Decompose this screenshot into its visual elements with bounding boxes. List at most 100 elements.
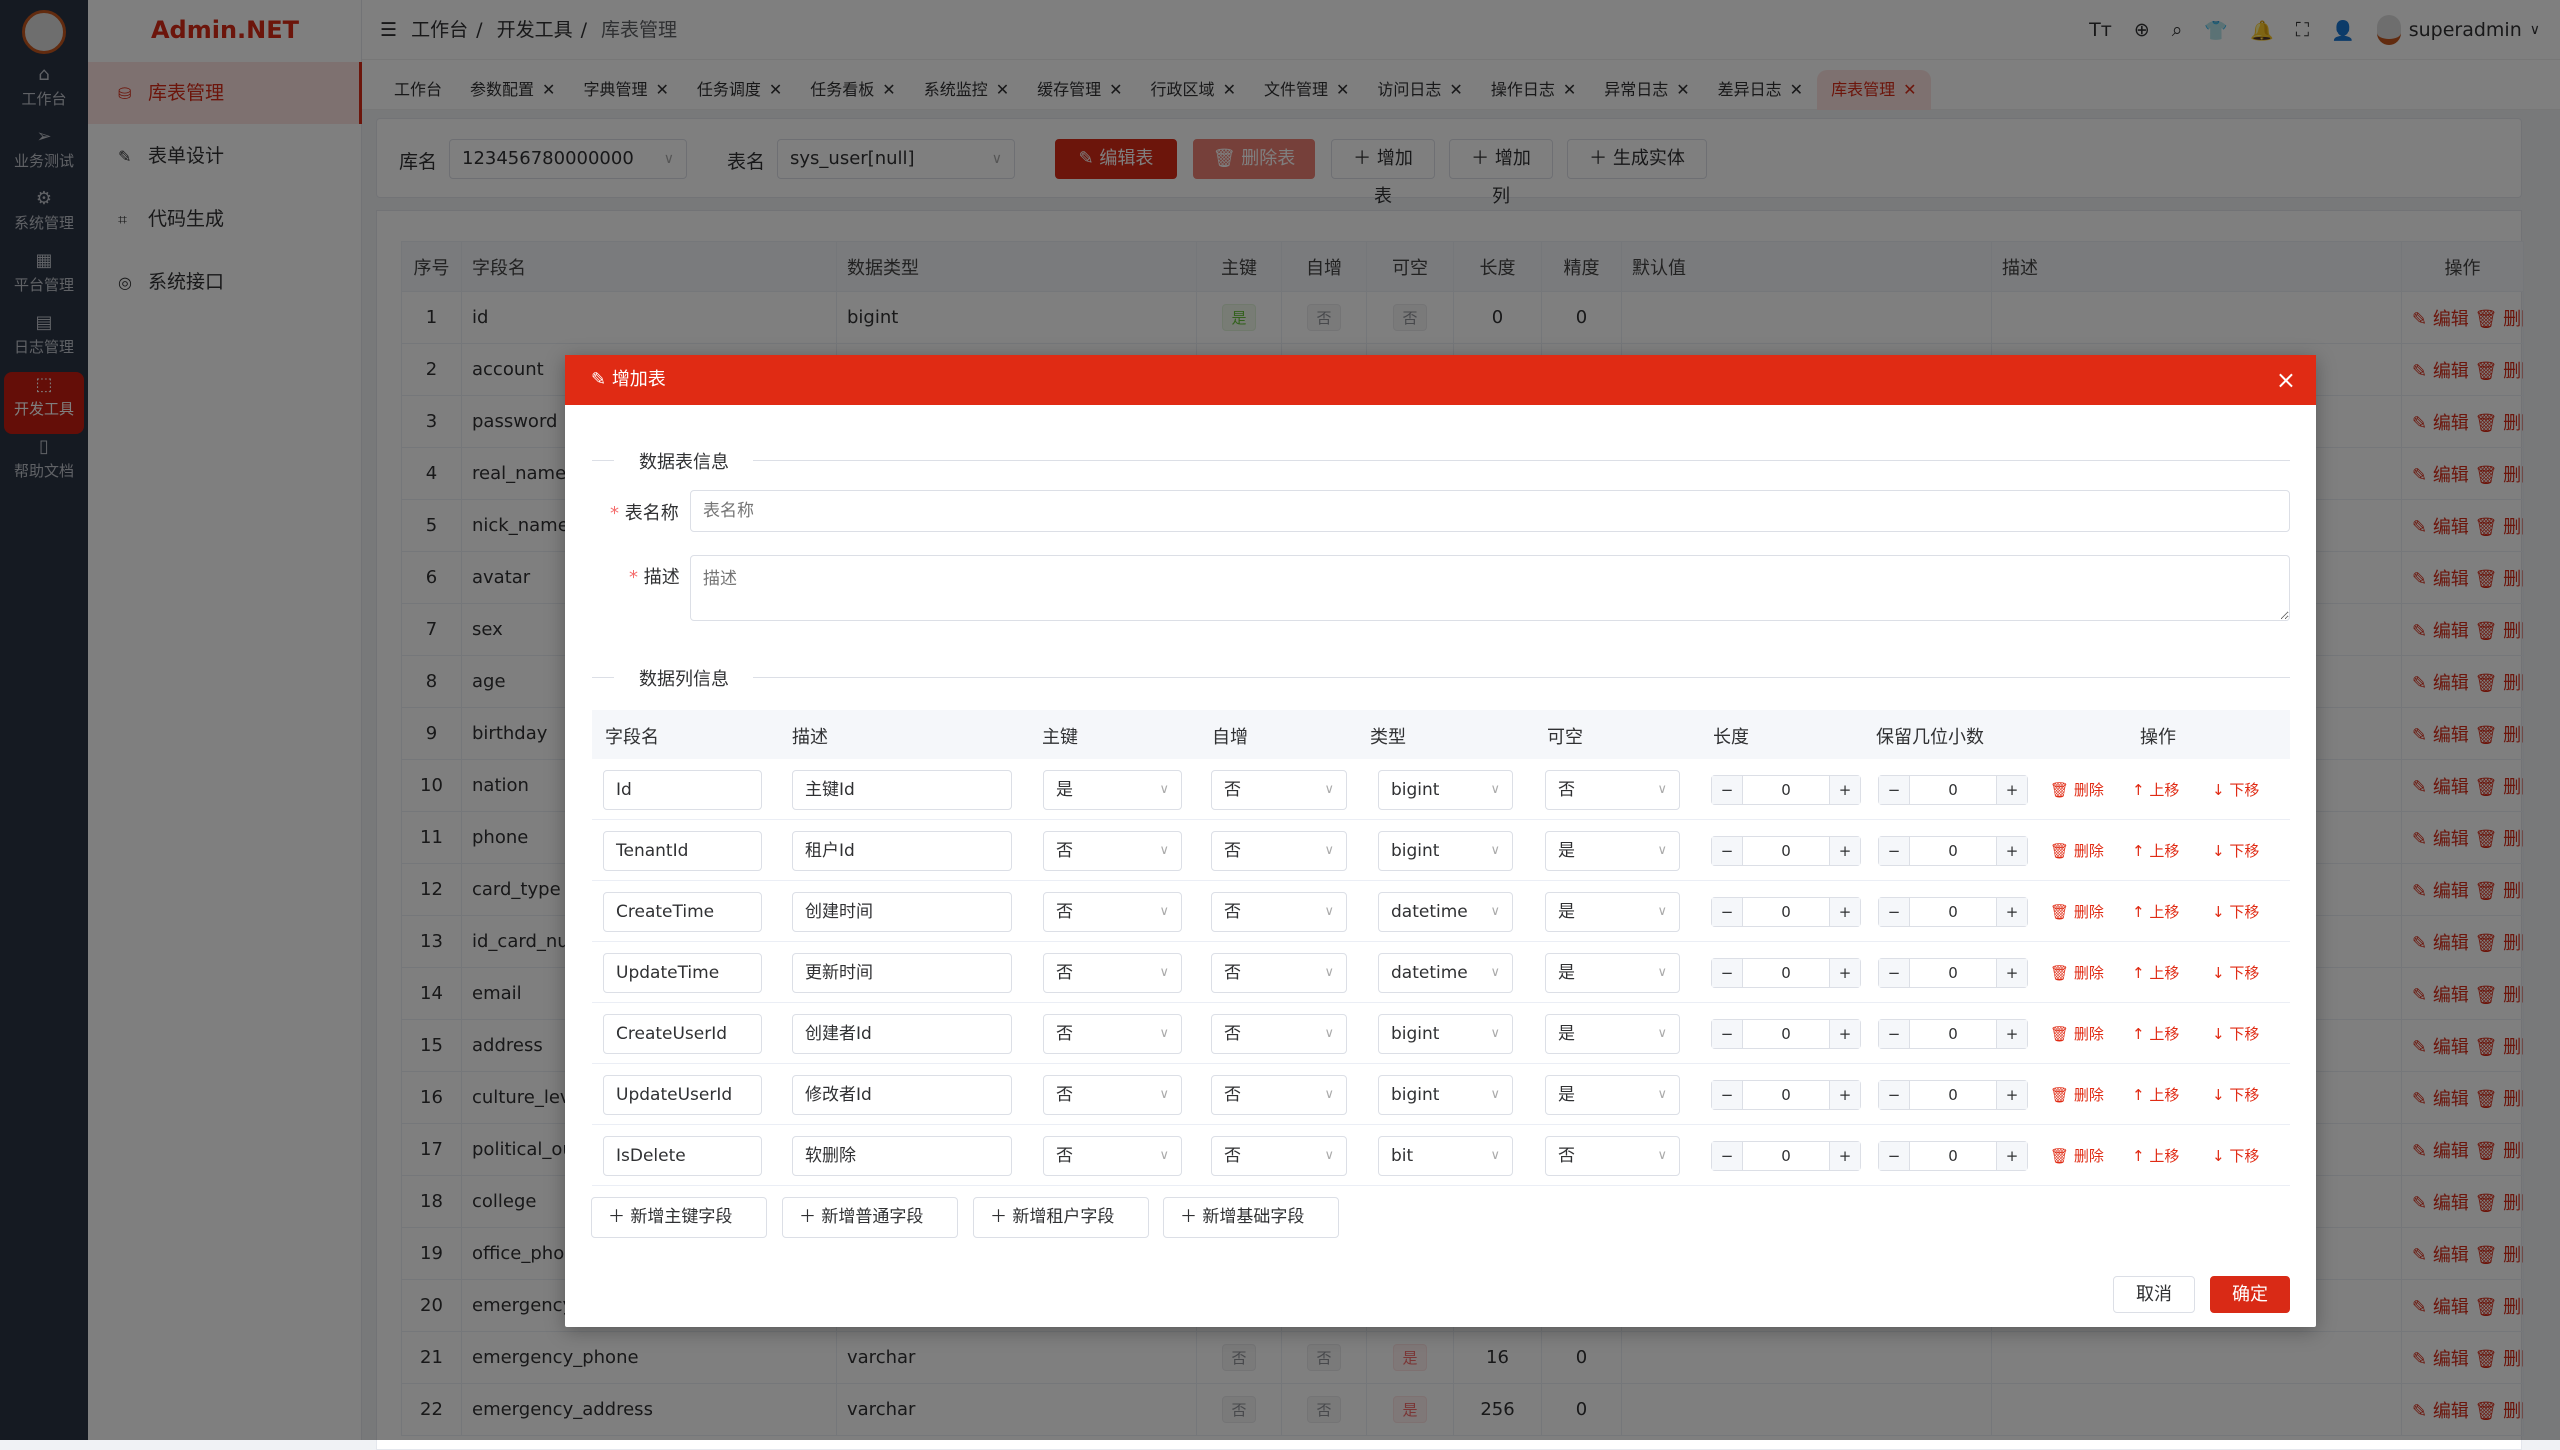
primary-key-select[interactable]: 否 ∨ (1043, 1014, 1182, 1054)
delete-row-button[interactable]: 🗑 删除 (2050, 1080, 2104, 1110)
primary-key-select[interactable]: 否 ∨ (1043, 1136, 1182, 1176)
plus-icon[interactable]: + (1829, 1081, 1860, 1109)
nullable-select[interactable]: 是 ∨ (1545, 831, 1680, 871)
stepper-value[interactable]: 0 (1781, 1147, 1791, 1165)
plus-icon[interactable]: + (1829, 1020, 1860, 1048)
stepper-value[interactable]: 0 (1781, 903, 1791, 921)
primary-key-select[interactable]: 否 ∨ (1043, 892, 1182, 932)
stepper-value[interactable]: 0 (1948, 964, 1958, 982)
desc-textarea[interactable] (690, 555, 2290, 621)
stepper-value[interactable]: 0 (1948, 781, 1958, 799)
plus-icon[interactable]: + (1996, 1020, 2027, 1048)
move-up-button[interactable]: ↑ 上移 (2132, 1080, 2179, 1110)
stepper-value[interactable]: 0 (1948, 842, 1958, 860)
field-desc-input[interactable]: 租户Id (792, 831, 1012, 871)
minus-icon[interactable]: − (1712, 898, 1743, 926)
add-field-button[interactable]: ＋ 新增租户字段 (973, 1197, 1149, 1238)
stepper-value[interactable]: 0 (1948, 1147, 1958, 1165)
stepper-value[interactable]: 0 (1948, 1086, 1958, 1104)
plus-icon[interactable]: + (1829, 898, 1860, 926)
auto-increment-select[interactable]: 否 ∨ (1211, 770, 1347, 810)
plus-icon[interactable]: + (1996, 1142, 2027, 1170)
primary-key-select[interactable]: 否 ∨ (1043, 831, 1182, 871)
plus-icon[interactable]: + (1996, 959, 2027, 987)
field-desc-input[interactable]: 修改者Id (792, 1075, 1012, 1115)
length-stepper[interactable]: − 0 + (1711, 1019, 1861, 1049)
add-field-button[interactable]: ＋ 新增基础字段 (1163, 1197, 1339, 1238)
length-stepper[interactable]: − 0 + (1711, 775, 1861, 805)
minus-icon[interactable]: − (1712, 959, 1743, 987)
auto-increment-select[interactable]: 否 ∨ (1211, 831, 1347, 871)
decimal-stepper[interactable]: − 0 + (1878, 836, 2028, 866)
length-stepper[interactable]: − 0 + (1711, 836, 1861, 866)
auto-increment-select[interactable]: 否 ∨ (1211, 1014, 1347, 1054)
auto-increment-select[interactable]: 否 ∨ (1211, 1075, 1347, 1115)
nullable-select[interactable]: 否 ∨ (1545, 1136, 1680, 1176)
plus-icon[interactable]: + (1829, 959, 1860, 987)
delete-row-button[interactable]: 🗑 删除 (2050, 958, 2104, 988)
field-name-input[interactable]: TenantId (603, 831, 762, 871)
field-name-input[interactable]: Id (603, 770, 762, 810)
primary-key-select[interactable]: 否 ∨ (1043, 1075, 1182, 1115)
move-down-button[interactable]: ↓ 下移 (2212, 897, 2259, 927)
minus-icon[interactable]: − (1712, 776, 1743, 804)
move-down-button[interactable]: ↓ 下移 (2212, 1019, 2259, 1049)
plus-icon[interactable]: + (1829, 776, 1860, 804)
stepper-value[interactable]: 0 (1781, 842, 1791, 860)
field-name-input[interactable]: CreateUserId (603, 1014, 762, 1054)
move-down-button[interactable]: ↓ 下移 (2212, 1080, 2259, 1110)
stepper-value[interactable]: 0 (1948, 1025, 1958, 1043)
field-desc-input[interactable]: 更新时间 (792, 953, 1012, 993)
plus-icon[interactable]: + (1996, 776, 2027, 804)
field-desc-input[interactable]: 创建者Id (792, 1014, 1012, 1054)
length-stepper[interactable]: − 0 + (1711, 897, 1861, 927)
plus-icon[interactable]: + (1996, 898, 2027, 926)
plus-icon[interactable]: + (1829, 837, 1860, 865)
stepper-value[interactable]: 0 (1781, 1025, 1791, 1043)
plus-icon[interactable]: + (1996, 837, 2027, 865)
type-select[interactable]: bit ∨ (1378, 1136, 1513, 1176)
move-down-button[interactable]: ↓ 下移 (2212, 958, 2259, 988)
plus-icon[interactable]: + (1996, 1081, 2027, 1109)
delete-row-button[interactable]: 🗑 删除 (2050, 1141, 2104, 1171)
move-up-button[interactable]: ↑ 上移 (2132, 836, 2179, 866)
move-up-button[interactable]: ↑ 上移 (2132, 1019, 2179, 1049)
move-up-button[interactable]: ↑ 上移 (2132, 897, 2179, 927)
decimal-stepper[interactable]: − 0 + (1878, 1019, 2028, 1049)
minus-icon[interactable]: − (1712, 1020, 1743, 1048)
nullable-select[interactable]: 是 ∨ (1545, 892, 1680, 932)
minus-icon[interactable]: − (1879, 1020, 1910, 1048)
type-select[interactable]: datetime ∨ (1378, 953, 1513, 993)
cancel-button[interactable]: 取消 (2113, 1276, 2195, 1313)
length-stepper[interactable]: − 0 + (1711, 1080, 1861, 1110)
move-up-button[interactable]: ↑ 上移 (2132, 958, 2179, 988)
confirm-button[interactable]: 确定 (2210, 1276, 2290, 1313)
close-icon[interactable]: × (2275, 366, 2296, 394)
delete-row-button[interactable]: 🗑 删除 (2050, 775, 2104, 805)
minus-icon[interactable]: − (1712, 1081, 1743, 1109)
minus-icon[interactable]: − (1879, 1081, 1910, 1109)
stepper-value[interactable]: 0 (1781, 964, 1791, 982)
decimal-stepper[interactable]: − 0 + (1878, 1080, 2028, 1110)
plus-icon[interactable]: + (1829, 1142, 1860, 1170)
length-stepper[interactable]: − 0 + (1711, 958, 1861, 988)
type-select[interactable]: datetime ∨ (1378, 892, 1513, 932)
minus-icon[interactable]: − (1879, 837, 1910, 865)
field-name-input[interactable]: UpdateUserId (603, 1075, 762, 1115)
length-stepper[interactable]: − 0 + (1711, 1141, 1861, 1171)
type-select[interactable]: bigint ∨ (1378, 831, 1513, 871)
type-select[interactable]: bigint ∨ (1378, 1014, 1513, 1054)
decimal-stepper[interactable]: − 0 + (1878, 958, 2028, 988)
auto-increment-select[interactable]: 否 ∨ (1211, 1136, 1347, 1176)
move-up-button[interactable]: ↑ 上移 (2132, 1141, 2179, 1171)
delete-row-button[interactable]: 🗑 删除 (2050, 836, 2104, 866)
field-desc-input[interactable]: 创建时间 (792, 892, 1012, 932)
minus-icon[interactable]: − (1712, 837, 1743, 865)
table-name-input[interactable] (690, 490, 2290, 532)
type-select[interactable]: bigint ∨ (1378, 1075, 1513, 1115)
minus-icon[interactable]: − (1879, 776, 1910, 804)
field-name-input[interactable]: CreateTime (603, 892, 762, 932)
stepper-value[interactable]: 0 (1948, 903, 1958, 921)
decimal-stepper[interactable]: − 0 + (1878, 897, 2028, 927)
decimal-stepper[interactable]: − 0 + (1878, 1141, 2028, 1171)
